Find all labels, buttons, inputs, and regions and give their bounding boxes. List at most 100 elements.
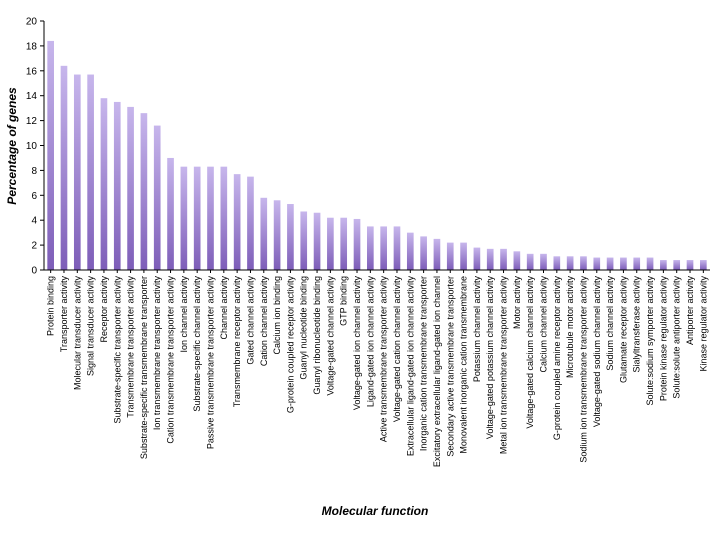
bar xyxy=(220,166,228,270)
bar xyxy=(193,166,201,270)
bar xyxy=(446,242,454,270)
x-tick-label: Guanyl ribonucleotide binding xyxy=(312,276,322,395)
bar xyxy=(513,251,521,270)
bar xyxy=(460,242,467,270)
x-tick-label: Excitatory extracellular ligand-gated io… xyxy=(432,276,442,467)
bar xyxy=(606,257,614,270)
y-tick-label: 16 xyxy=(26,66,38,77)
bar xyxy=(433,238,441,270)
x-tick-label: Cation transmembrane transporter activit… xyxy=(166,276,176,444)
bar xyxy=(393,226,401,270)
bar xyxy=(473,247,481,270)
bar xyxy=(686,260,694,270)
bar xyxy=(87,74,94,270)
x-tick-label: Sialyltransferase activity xyxy=(632,276,642,373)
x-axis-title: Molecular function xyxy=(322,504,429,518)
x-tick-label: Channel activity xyxy=(219,276,229,340)
x-tick-label: Microtubule motor activity xyxy=(565,276,575,379)
bar xyxy=(566,256,574,270)
bar xyxy=(580,256,587,270)
bar xyxy=(247,176,254,270)
bar xyxy=(633,257,641,270)
bar xyxy=(620,257,627,270)
x-tick-label: Metal ion transmembrane transporter acti… xyxy=(499,276,509,455)
x-tick-label: Substrate-specific transmembrane transpo… xyxy=(139,276,149,459)
bar xyxy=(406,232,414,270)
x-tick-label: Protein kinase regulator activity xyxy=(658,276,668,402)
bar xyxy=(273,200,281,270)
x-tick-label: Sodium channel activity xyxy=(605,276,615,371)
bar xyxy=(486,248,494,270)
bar xyxy=(700,260,707,270)
x-tick-label: Glutamate receptor activity xyxy=(618,276,628,384)
y-tick-label: 0 xyxy=(31,266,37,277)
bar xyxy=(100,98,108,270)
bar xyxy=(140,113,148,270)
x-tick-label: Extracellular ligand-gated ion channel a… xyxy=(405,276,415,457)
y-tick-label: 8 xyxy=(31,166,37,177)
x-tick-label: Protein binding xyxy=(46,276,56,336)
y-axis-title: Percentage of genes xyxy=(5,87,19,205)
bar xyxy=(153,125,161,270)
y-tick-label: 6 xyxy=(31,191,37,202)
bar xyxy=(313,212,321,270)
bar xyxy=(353,218,361,270)
x-tick-label: Voltage-gated ion channel activity xyxy=(352,276,362,411)
bar xyxy=(207,166,214,270)
bar xyxy=(553,256,561,270)
x-tick-label: Transporter activity xyxy=(59,276,69,353)
y-tick-label: 14 xyxy=(26,91,38,102)
x-tick-label: Molecular transducer activity xyxy=(72,276,82,391)
x-tick-label: Voltage-gated potassium channel activity xyxy=(485,276,495,440)
x-tick-label: Voltage-gated cation channel activity xyxy=(392,276,402,423)
x-tick-label: Signal transducer activity xyxy=(86,276,96,377)
bar xyxy=(73,74,81,270)
bar xyxy=(526,253,534,270)
bars-group xyxy=(47,40,707,270)
x-tick-label: Voltage-gated calcium channel activity xyxy=(525,276,535,429)
bar xyxy=(380,226,387,270)
y-tick-label: 20 xyxy=(26,17,38,28)
x-tick-label: GTP binding xyxy=(339,276,349,326)
x-tick-label: Guanyl nucleotide binding xyxy=(299,276,309,380)
x-tick-label: Monovalent inorganic cation transmembran… xyxy=(459,276,469,454)
bar xyxy=(420,236,427,270)
x-tick-label: Calcium channel activity xyxy=(539,276,549,373)
x-tick-label: Ion transmembrane transporter activity xyxy=(152,276,162,431)
bar xyxy=(167,157,174,270)
x-tick-label: Motor activity xyxy=(512,276,522,330)
bar xyxy=(180,166,188,270)
bar xyxy=(646,257,654,270)
bar xyxy=(233,174,241,270)
bar xyxy=(340,217,348,270)
bar xyxy=(113,101,121,270)
x-tick-label: Active transmembrane transporter activit… xyxy=(379,276,389,443)
x-tick-label: Calcium ion binding xyxy=(272,276,282,355)
bar xyxy=(593,257,601,270)
bar xyxy=(660,260,667,270)
x-tick-label: Cation channel activity xyxy=(259,276,269,367)
bar xyxy=(260,197,268,270)
y-tick-label: 10 xyxy=(26,141,38,152)
y-tick-label: 18 xyxy=(26,41,38,52)
x-tick-label: Voltage-gated sodium channel activity xyxy=(592,276,602,428)
x-tick-label: Sodium ion transmembrane transporter act… xyxy=(578,276,588,463)
x-tick-label: Solute:solute antiporter activity xyxy=(672,276,682,399)
x-tick-label: Substrate-specific transporter activity xyxy=(112,276,122,424)
x-tick-label: Solute:sodium symporter activity xyxy=(645,276,655,406)
x-tick-label: G-protein coupled receptor activity xyxy=(285,276,295,414)
y-axis: 0 2 4 6 8 10 12 14 16 18 20 xyxy=(26,17,45,277)
bar xyxy=(60,65,68,270)
x-tick-label: Passive transmembrane transporter activi… xyxy=(206,276,216,450)
y-tick-label: 12 xyxy=(26,116,38,127)
x-tick-label: Gated channel activity xyxy=(245,276,255,365)
bar xyxy=(367,226,374,270)
x-tick-label: G-protein coupled amine receptor activit… xyxy=(552,276,562,441)
bar xyxy=(327,217,334,270)
bar xyxy=(300,211,308,270)
bar xyxy=(287,204,294,270)
x-tick-label: Secondary active transmembrane transport… xyxy=(445,276,455,457)
category-labels: Protein binding Transporter activity Molec… xyxy=(46,276,709,468)
bar xyxy=(540,253,547,270)
